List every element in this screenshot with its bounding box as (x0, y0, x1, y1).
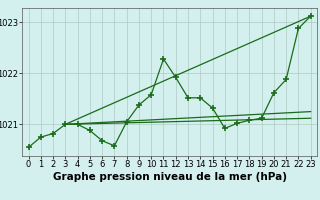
X-axis label: Graphe pression niveau de la mer (hPa): Graphe pression niveau de la mer (hPa) (52, 172, 287, 182)
